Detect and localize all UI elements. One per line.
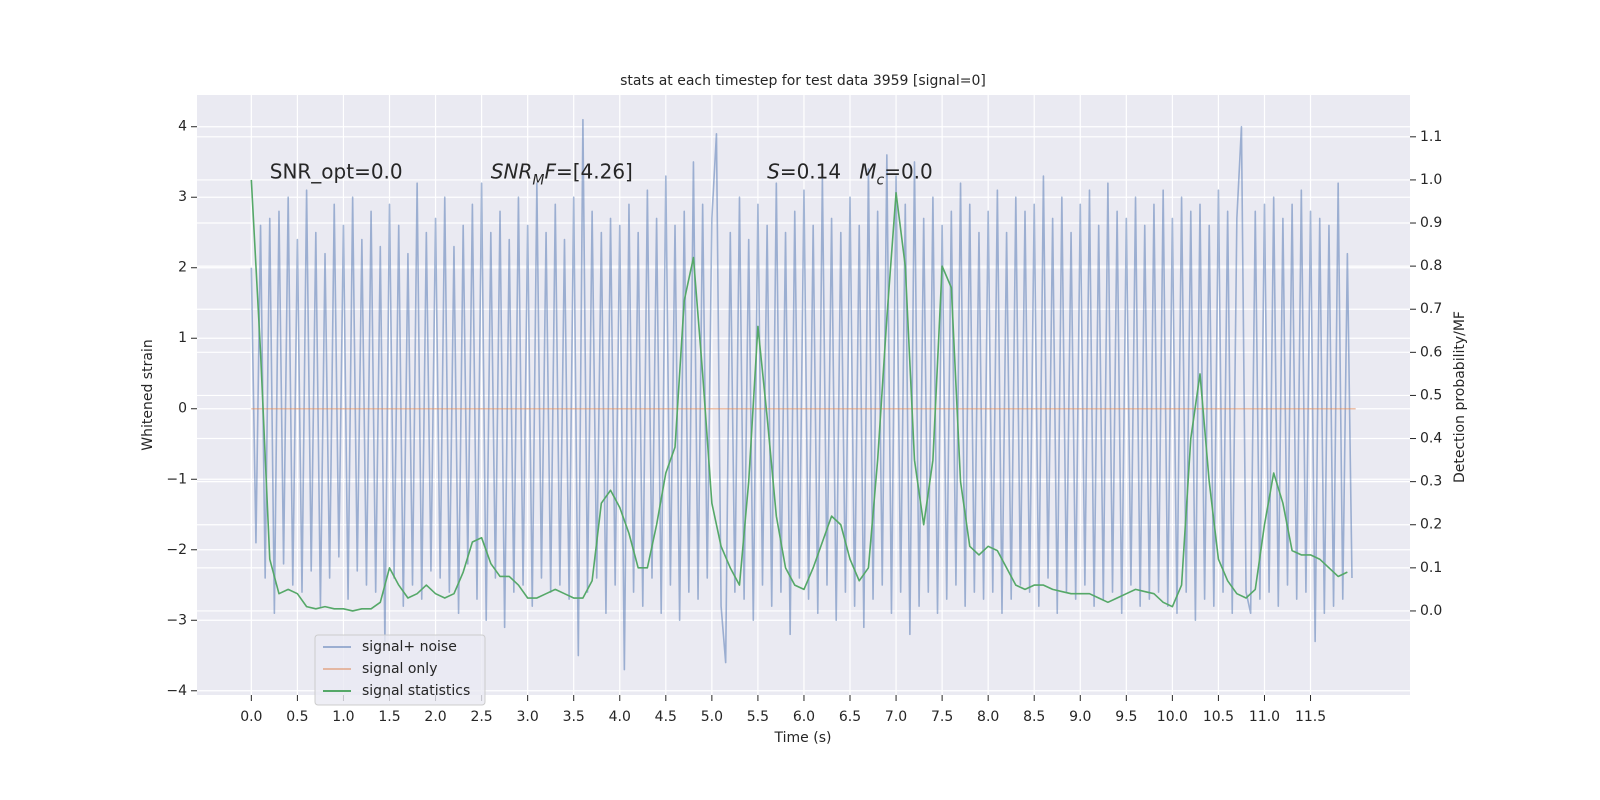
annotation-part: =[4.26] <box>556 159 633 183</box>
annotation-part: =0.0 <box>884 159 933 183</box>
x-tick-label: 1.5 <box>378 709 400 725</box>
x-tick-label: 4.0 <box>609 709 631 725</box>
grid <box>197 95 1410 695</box>
y-axis-label: Whitened strain <box>140 339 156 450</box>
annotation-part: S <box>767 159 780 183</box>
y-tick-label: 4 <box>178 119 187 135</box>
y-tick-label: −2 <box>166 542 187 558</box>
x-tick-label: 8.0 <box>977 709 999 725</box>
legend: signal+ noise signal only signal statistic… <box>314 634 486 706</box>
y-tick-label: −3 <box>166 612 187 628</box>
y-tick-label: 0 <box>178 401 187 417</box>
x-tick-label: 2.5 <box>470 709 492 725</box>
x-tick-label: 5.5 <box>747 709 769 725</box>
y2-tick-label: 0.7 <box>1420 301 1442 317</box>
x-tick-label: 9.0 <box>1069 709 1091 725</box>
x-tick-label: 9.5 <box>1115 709 1137 725</box>
y2-tick-label: 0.6 <box>1420 344 1442 360</box>
y2-tick-label: 1.0 <box>1420 172 1442 188</box>
y-tick-label: 1 <box>178 330 187 346</box>
y2-tick-label: 0.3 <box>1420 474 1442 490</box>
legend-label: signal+ noise <box>362 639 457 655</box>
x-tick-label: 10.0 <box>1157 709 1188 725</box>
legend-box <box>314 634 486 706</box>
annotation: Mc=0.0 <box>859 159 933 189</box>
annotation-part: =0.14 <box>780 159 841 183</box>
x-tick-label: 7.5 <box>931 709 953 725</box>
x-tick-label: 3.5 <box>563 709 585 725</box>
annotation-part: c <box>876 173 884 189</box>
y2-tick-label: 0.5 <box>1420 387 1442 403</box>
y2-axis-label: Detection probability/MF <box>1452 311 1468 483</box>
x-tick-label: 11.0 <box>1249 709 1280 725</box>
chart-title: stats at each timestep for test data 395… <box>620 73 986 89</box>
x-tick-label: 6.0 <box>793 709 815 725</box>
x-tick-label: 7.0 <box>885 709 907 725</box>
y2-tick-label: 1.1 <box>1420 129 1442 145</box>
series-line <box>250 118 1353 671</box>
annotation-part: M <box>859 159 876 183</box>
x-tick-label: 1.0 <box>332 709 354 725</box>
legend-label: signal only <box>362 661 437 677</box>
annotation-part: SNR_opt=0.0 <box>270 159 403 183</box>
legend-label: signal statistics <box>362 683 470 699</box>
annotation: SNRMF=[4.26] <box>491 159 633 189</box>
y-tick-label: 3 <box>178 189 187 205</box>
x-tick-label: 10.5 <box>1203 709 1234 725</box>
x-tick-label: 4.5 <box>655 709 677 725</box>
y2-tick-label: 0.8 <box>1420 258 1442 274</box>
x-tick-label: 3.0 <box>517 709 539 725</box>
annotation-part: F <box>544 159 556 183</box>
annotation: S=0.14 <box>767 159 841 183</box>
y2-tick-label: 0.4 <box>1420 431 1442 447</box>
x-tick-label: 11.5 <box>1295 709 1326 725</box>
x-tick-label: 5.0 <box>701 709 723 725</box>
x-tick-label: 0.0 <box>240 709 262 725</box>
y2-tick-label: 0.2 <box>1420 517 1442 533</box>
y2-tick-label: 0.0 <box>1420 603 1442 619</box>
y2-tick-label: 0.9 <box>1420 215 1442 231</box>
x-tick-label: 2.0 <box>424 709 446 725</box>
y2-tick-label: 0.1 <box>1420 560 1442 576</box>
series-line <box>250 179 1348 612</box>
x-tick-label: 8.5 <box>1023 709 1045 725</box>
x-axis-label: Time (s) <box>774 730 832 746</box>
x-tick-label: 0.5 <box>286 709 308 725</box>
annotation-part: SNR <box>491 159 533 183</box>
annotation-part: M <box>532 173 544 189</box>
y-tick-label: −4 <box>166 683 187 699</box>
annotation: SNR_opt=0.0 <box>270 159 403 183</box>
y-tick-label: −1 <box>166 471 187 487</box>
x-tick-label: 6.5 <box>839 709 861 725</box>
y-tick-label: 2 <box>178 260 187 276</box>
